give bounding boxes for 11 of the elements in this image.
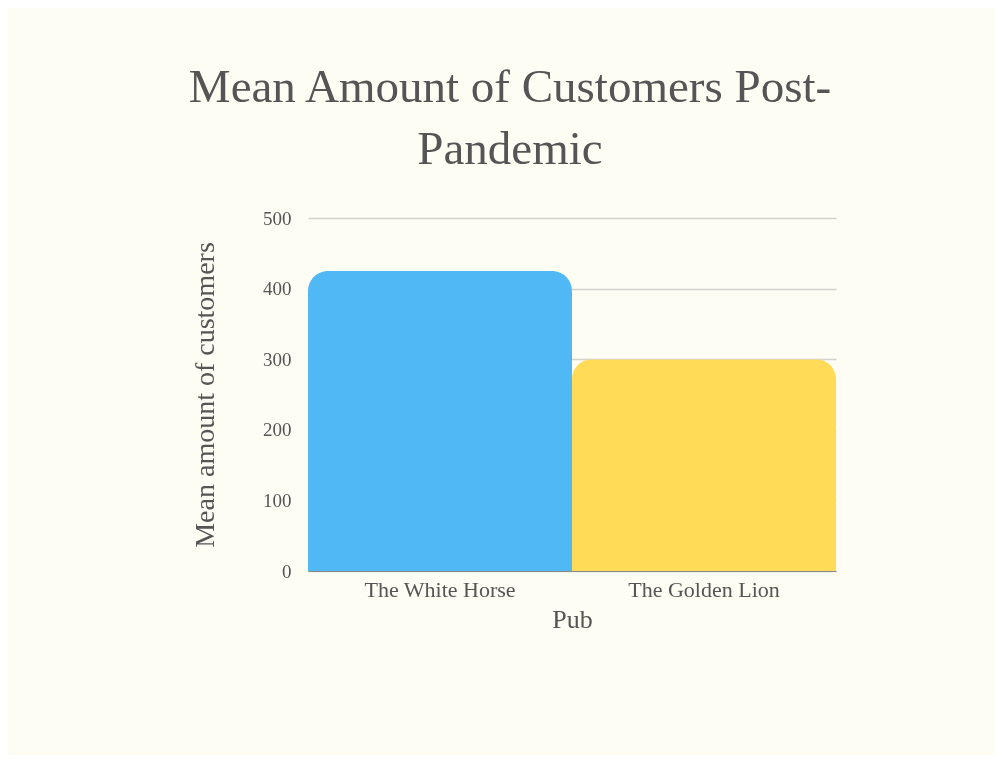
y-tick-label: 400 (263, 278, 292, 300)
y-tick-label: 200 (263, 419, 292, 441)
y-tick-label: 300 (263, 348, 292, 370)
x-tick-label: The Golden Lion (628, 576, 780, 602)
y-axis-title: Mean amount of customers (189, 242, 220, 548)
y-tick-label: 0 (282, 560, 292, 582)
y-tick-label: 100 (263, 489, 292, 511)
x-tick-label: The White Horse (364, 576, 516, 602)
y-tick-label: 500 (263, 207, 292, 229)
x-axis-title: Pub (552, 604, 593, 634)
chart-title: Mean Amount of Customers Post-Pandemic (188, 60, 832, 174)
